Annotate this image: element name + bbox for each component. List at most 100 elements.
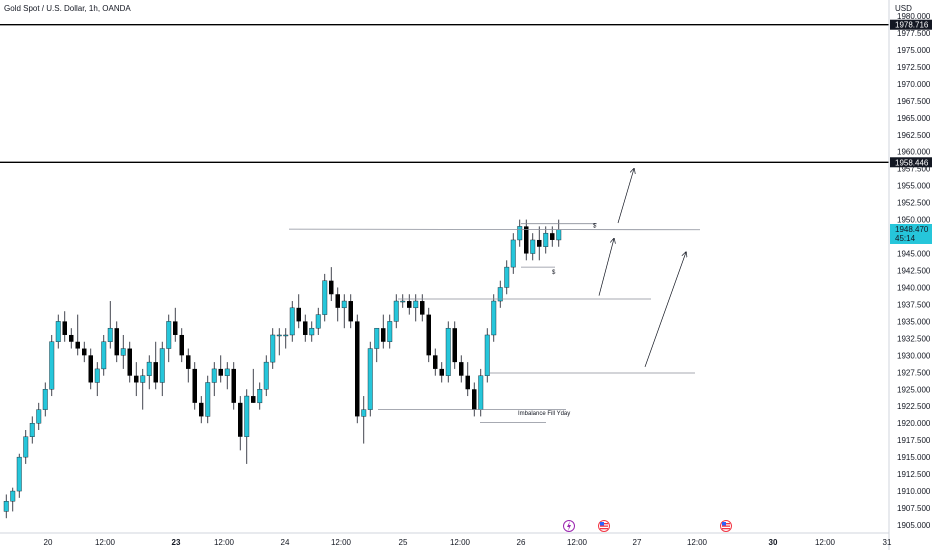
candle-body [484,334,490,376]
price-tick-label: 1960.000 [897,148,931,157]
candle [23,429,29,464]
candle-body [407,301,412,308]
candle-body [94,368,100,383]
candle [134,362,139,397]
candle-body [62,321,67,335]
candle [524,219,529,261]
time-tick-label: 12:00 [331,538,352,547]
candle [413,294,419,322]
candle [192,362,197,410]
candle-body [192,368,197,403]
candle-body [355,321,360,417]
candle [107,301,113,349]
candle-body [517,226,523,241]
price-tick-label: 1917.500 [897,436,931,445]
candle [433,348,438,376]
candle [270,328,276,369]
candle-body [29,423,35,437]
candle-body [530,239,536,254]
candle-body [218,368,223,376]
price-tick-label: 1952.500 [897,199,931,208]
candle [400,294,406,308]
price-tick-label: 1932.500 [897,334,931,343]
candle [101,334,107,376]
candle [173,307,178,342]
candle-body [140,375,146,383]
candle-body [283,334,289,337]
candle [472,382,477,417]
candle-body [270,334,276,363]
candle-body [244,395,250,437]
candle-body [127,348,132,376]
price-tick-label: 1967.500 [897,97,931,106]
time-tick-label: 24 [281,538,290,547]
candle [381,314,386,349]
candle [276,328,282,356]
price-tick-label: 1920.000 [897,419,931,428]
dollar-mark: $ [552,270,556,276]
time-tick-label: 26 [517,538,526,547]
level-price-tag [890,19,932,30]
candle-body [497,287,503,302]
candle-body [433,355,438,369]
candle [251,368,256,403]
candle-body [329,280,334,295]
price-tick-label: 1912.500 [897,470,931,479]
candle-body [42,389,48,410]
candle-body [36,409,42,424]
candle-body [179,334,184,356]
candle-body [543,232,549,247]
candle-body [556,229,562,241]
candle-body [69,334,74,342]
candle [120,334,126,369]
candle [36,402,42,430]
candle [303,314,308,342]
candle [114,321,119,363]
candle-body [367,348,373,410]
candle [315,307,321,335]
candle [29,416,35,444]
price-tick-label: 1970.000 [897,80,931,89]
current-price-label: 1948.470 [895,225,929,234]
candle [420,294,425,322]
candle-body [335,294,340,308]
candle [42,382,48,417]
time-tick-label: 23 [172,538,181,547]
candle [296,294,301,329]
price-axis: 1980.000 1977.500 1975.000 1972.500 1970.000… [888,0,931,550]
candle [205,375,211,424]
candle [348,294,353,329]
dollar-mark: $ [593,224,597,230]
candle [543,226,549,254]
candle [244,389,250,464]
lightning-icon [563,520,575,532]
candle-body [10,490,16,502]
candle-body [393,300,399,322]
imbalance-label: Imbalance Fill Yday [518,411,570,417]
candle-body [381,328,386,342]
candle [127,341,132,383]
candle-body [75,341,80,349]
time-tick-label: 12:00 [95,538,116,547]
candle [218,355,223,383]
candle-body [309,327,315,336]
countdown-label: 45:14 [895,234,916,243]
candle [355,314,360,424]
candle-body [276,334,282,337]
candle-body [101,341,107,370]
us-flag-icon [598,520,610,532]
candle-body [524,226,529,254]
candle [82,341,87,363]
candle-body [296,307,301,322]
candle-body [387,321,393,342]
candle [69,328,74,349]
candle-body [439,368,444,376]
candle [335,287,340,322]
plot-area: $ $ Imbalance Fill Yday [0,24,889,519]
currency-label: USD [895,4,912,13]
candle-body [3,501,9,512]
candle [393,294,399,329]
candle [211,362,217,397]
time-tick-label: 12:00 [214,538,235,547]
